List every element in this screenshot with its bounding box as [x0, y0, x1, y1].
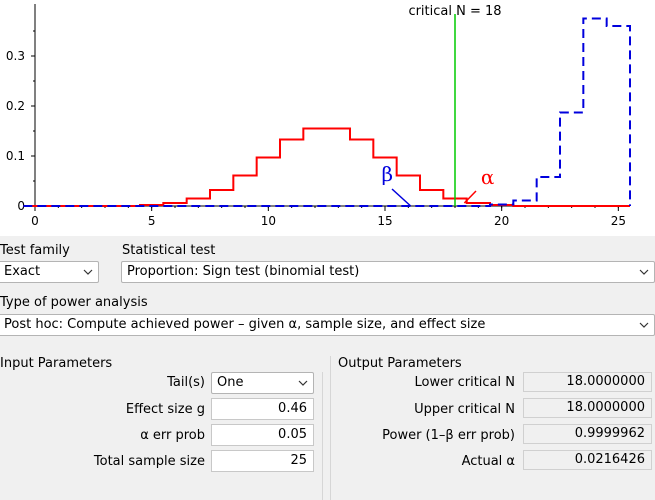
actual-alpha-value: 0.0216426 [523, 450, 652, 470]
x-tick-label: 0 [31, 214, 39, 228]
power-analysis-select[interactable]: Post hoc: Compute achieved power – given… [0, 314, 655, 336]
x-tick-label: 20 [494, 214, 509, 228]
y-tick-label: 0.3 [6, 49, 25, 63]
statistical-test-label: Statistical test [122, 243, 216, 258]
test-family-label: Test family [0, 243, 70, 258]
upper-critical-n-label: Upper critical N [414, 402, 515, 417]
critical-n-label: critical N = 18 [408, 4, 501, 19]
beta-distribution-line [23, 17, 631, 207]
effect-size-label: Effect size g [125, 402, 205, 417]
beta-annotation-pointer [391, 188, 412, 207]
x-tick-label: 5 [148, 214, 156, 228]
actual-alpha-label: Actual α [461, 454, 515, 469]
distribution-plot-svg: 0 0.1 0.2 0.3 0 5 10 15 20 25 critical N = 18 β α [6, 4, 631, 228]
total-sample-size-input[interactable]: 25 [211, 450, 314, 472]
output-parameters-title: Output Parameters [338, 356, 462, 371]
power-analysis-label: Type of power analysis [0, 295, 148, 310]
statistical-test-value: Proportion: Sign test (binomial test) [127, 264, 360, 279]
statistical-test-select[interactable]: Proportion: Sign test (binomial test) [121, 261, 655, 283]
x-tick-label: 15 [377, 214, 392, 228]
chevron-down-icon [298, 380, 308, 386]
x-tick-label: 10 [261, 214, 276, 228]
beta-annotation: β [382, 162, 394, 186]
input-group-border [322, 372, 323, 500]
upper-critical-n-value: 18.0000000 [523, 398, 652, 418]
y-tick-label: 0 [17, 199, 25, 213]
input-parameters-title: Input Parameters [0, 356, 113, 371]
output-group-border [330, 356, 331, 500]
test-family-value: Exact [4, 264, 41, 279]
chevron-down-icon [639, 322, 649, 328]
distribution-plot: 0 0.1 0.2 0.3 0 5 10 15 20 25 critical N = 18 β α [0, 0, 655, 236]
lower-critical-n-label: Lower critical N [414, 375, 515, 390]
alpha-err-prob-input[interactable]: 0.05 [211, 424, 314, 446]
alpha-annotation: α [481, 165, 495, 189]
y-tick-label: 0.1 [6, 149, 25, 163]
alpha-err-prob-label: α err prob [140, 428, 205, 443]
tails-label: Tail(s) [167, 375, 205, 390]
power-label: Power (1–β err prob) [382, 428, 515, 443]
chevron-down-icon [639, 269, 649, 275]
alpha-annotation-pointer [463, 190, 477, 204]
test-family-select[interactable]: Exact [0, 261, 99, 283]
alpha-distribution-line [23, 127, 630, 207]
power-value: 0.9999962 [523, 424, 652, 444]
y-tick-label: 0.2 [6, 99, 25, 113]
total-sample-size-label: Total sample size [93, 454, 205, 469]
lower-critical-n-value: 18.0000000 [523, 372, 652, 392]
tails-value: One [217, 375, 244, 390]
x-tick-label: 25 [611, 214, 626, 228]
tails-select[interactable]: One [211, 372, 314, 394]
effect-size-input[interactable]: 0.46 [211, 398, 314, 420]
power-analysis-value: Post hoc: Compute achieved power – given… [4, 317, 486, 332]
chevron-down-icon [83, 269, 93, 275]
